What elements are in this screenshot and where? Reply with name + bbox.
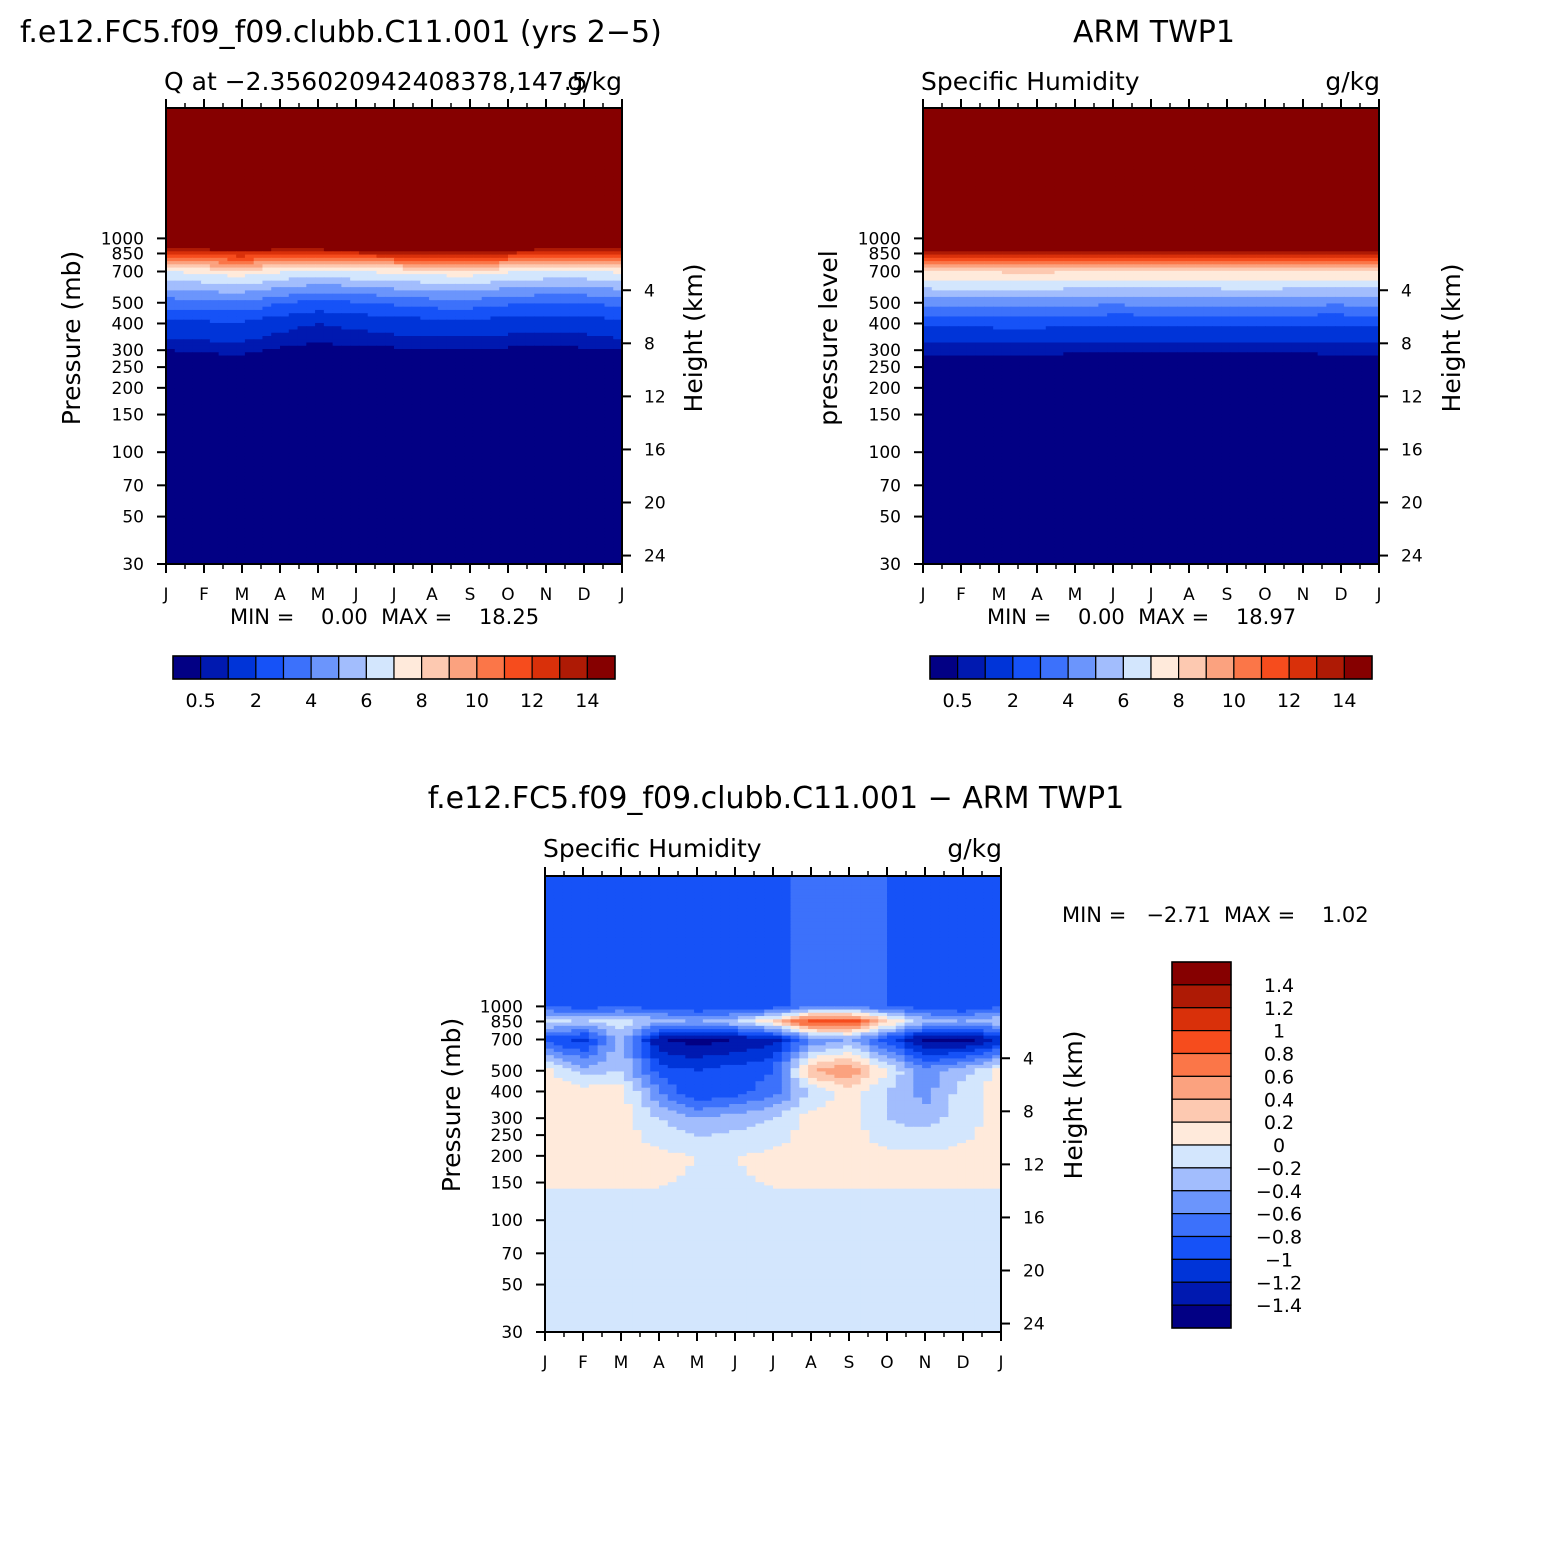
model-plot-area: J F M A M J J A S O N D J305070100150200250300400500… (101, 99, 666, 605)
model-units: g/kg (567, 67, 622, 96)
model-subtitle: Q at −2.356020942408378,147.5 (164, 67, 588, 96)
model-header: f.e12.FC5.f09_f09.clubb.C11.001 (yrs 2−5… (20, 15, 662, 50)
model-contour-field (166, 108, 623, 565)
